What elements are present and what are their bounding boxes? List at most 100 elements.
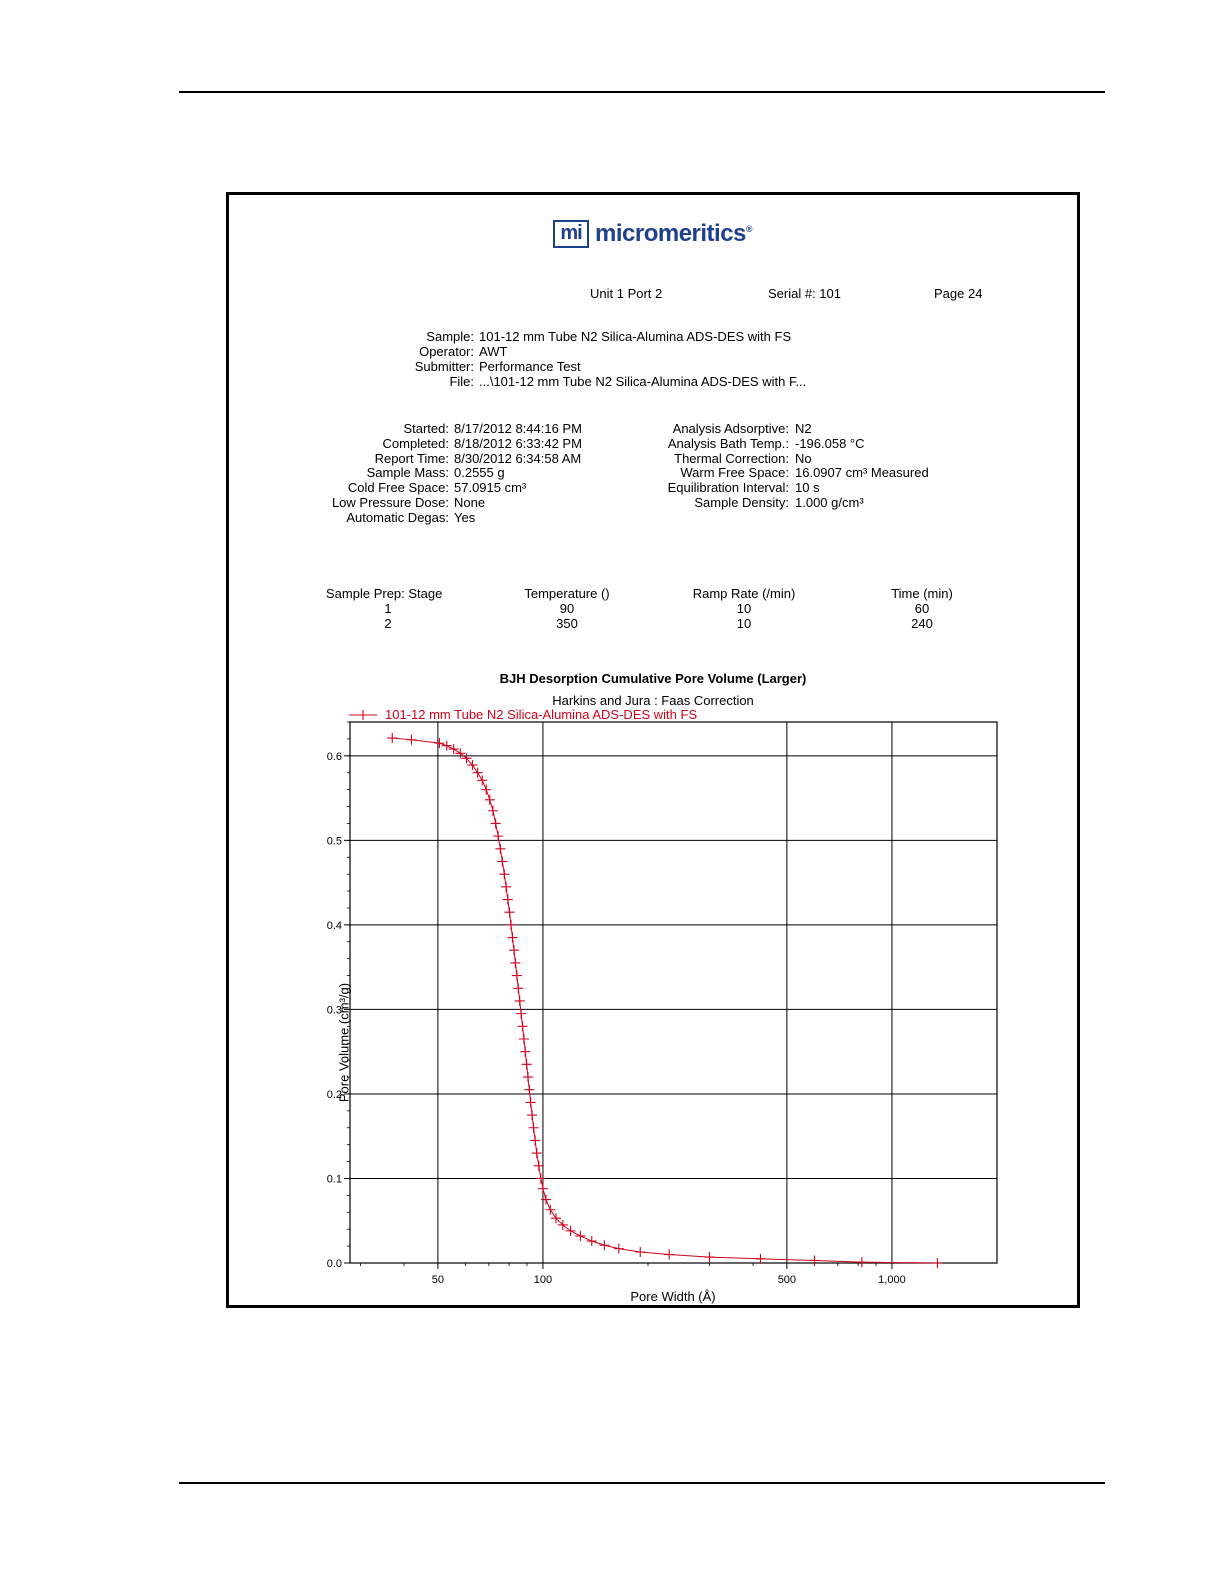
data-point-marker <box>613 1243 624 1254</box>
run-right-label: Sample Density: <box>694 495 789 510</box>
run-left-value: 0.2555 g <box>454 465 505 481</box>
logo-mark: mi <box>553 220 589 248</box>
sample-info-label: Submitter: <box>414 359 474 374</box>
micromeritics-logo: mi micromeritics® <box>553 219 753 249</box>
data-point-marker <box>387 733 398 744</box>
data-point-marker <box>504 907 515 918</box>
sample-info-label: File: <box>449 374 474 389</box>
pore-volume-chart: 0.0 0.1 0.2 0.3 0.4 0.5 0.6 50 100 500 1,000 <box>327 710 998 1286</box>
bottom-rule <box>179 1482 1105 1484</box>
data-point-marker <box>524 1084 535 1095</box>
registered-mark: ® <box>745 224 753 234</box>
y-tick-label: 0.0 <box>327 1258 342 1270</box>
x-tick-label: 500 <box>778 1274 796 1286</box>
data-point-marker <box>434 738 445 749</box>
run-left-label: Completed: <box>382 435 449 451</box>
data-point-marker <box>497 856 508 867</box>
run-right-value: -196.058 °C <box>795 435 865 451</box>
sample-info-label: Operator: <box>419 344 474 359</box>
run-left-label: Sample Mass: <box>366 465 449 481</box>
prep-cell: 240 <box>911 616 933 631</box>
data-point-marker <box>517 1021 528 1032</box>
run-right-label: Equilibration Interval: <box>667 480 789 496</box>
data-point-marker <box>507 932 518 943</box>
run-left-value: 8/30/2012 6:34:58 AM <box>454 450 582 466</box>
data-point-marker <box>540 1194 551 1205</box>
legend-series-label: 101-12 mm Tube N2 Silica-Alumina ADS-DES… <box>385 707 698 722</box>
data-point-marker <box>472 767 483 778</box>
y-axis-label: Pore Volume (cm³/g) <box>336 982 352 1103</box>
data-point-marker <box>467 760 478 771</box>
data-point-marker <box>545 1204 556 1215</box>
data-point-marker <box>856 1257 867 1268</box>
run-right-label: Analysis Bath Temp.: <box>667 435 789 451</box>
data-point-marker <box>484 794 495 805</box>
data-point-marker <box>499 869 510 880</box>
prep-cell: 350 <box>556 616 578 631</box>
sample-info-value: AWT <box>479 344 508 359</box>
run-left-value: 57.0915 cm³ <box>454 480 527 496</box>
run-right-value: 10 s <box>795 480 820 496</box>
page-number: Page 24 <box>934 286 983 301</box>
run-right-label: Warm Free Space: <box>680 465 789 481</box>
data-point-marker <box>455 748 466 759</box>
data-point-marker <box>508 945 519 956</box>
data-point-marker <box>477 775 488 786</box>
run-right-label: Analysis Adsorptive: <box>672 421 789 436</box>
y-tick-label: 0.1 <box>327 1173 342 1185</box>
run-right-value: N2 <box>795 421 812 436</box>
data-point-marker <box>510 957 521 968</box>
prep-cell: 90 <box>559 601 575 616</box>
data-point-marker <box>522 1072 533 1083</box>
prep-cell: 2 <box>384 616 392 631</box>
sample-info-value: 101-12 mm Tube N2 Silica-Alumina ADS-DES… <box>479 329 792 344</box>
logo-text: micromeritics® <box>595 220 753 248</box>
prep-cell: 10 <box>736 601 752 616</box>
data-point-marker <box>565 1225 576 1236</box>
run-left-label: Started: <box>403 421 449 436</box>
y-tick-label: 0.3 <box>327 1004 342 1016</box>
sample-info-value: Performance Test <box>479 359 581 374</box>
prep-cell: 60 <box>914 601 930 616</box>
data-point-marker <box>599 1240 610 1251</box>
plot-area <box>349 721 998 1264</box>
run-left-label: Report Time: <box>374 450 449 466</box>
data-point-marker <box>516 1008 527 1019</box>
data-point-marker <box>531 1148 542 1159</box>
data-point-marker <box>520 1046 531 1057</box>
data-point-marker <box>521 1059 532 1070</box>
run-left-label: Low Pressure Dose: <box>331 495 449 510</box>
data-point-marker <box>664 1249 675 1260</box>
data-point-marker <box>490 818 501 829</box>
y-tick-label: 0.2 <box>327 1089 342 1101</box>
serial-number: Serial #: 101 <box>768 286 841 301</box>
run-left-label: Cold Free Space: <box>347 480 449 496</box>
data-point-marker <box>513 983 524 994</box>
prep-cell: 1 <box>384 601 392 616</box>
run-right-value: 16.0907 cm³ Measured <box>795 465 929 481</box>
data-point-marker <box>481 784 492 795</box>
data-point-marker <box>528 1122 539 1133</box>
report-page: mi micromeritics® Unit 1 Port 2 Serial #… <box>226 192 1080 1308</box>
run-left-value: 8/18/2012 6:33:42 PM <box>454 435 582 451</box>
sample-info-value: ...\101-12 mm Tube N2 Silica-Alumina ADS… <box>479 374 807 389</box>
run-right-value: No <box>795 450 812 466</box>
run-right-label: Thermal Correction: <box>674 450 789 466</box>
x-tick-label: 100 <box>534 1274 552 1286</box>
data-point-marker <box>809 1255 820 1266</box>
data-point-marker <box>518 1033 529 1044</box>
data-point-marker <box>525 1097 536 1108</box>
data-point-marker <box>461 753 472 764</box>
legend-marker-icon <box>358 710 368 720</box>
data-point-marker <box>533 1160 544 1171</box>
data-point-marker <box>495 843 506 854</box>
data-point-marker <box>487 805 498 816</box>
chart-title: BJH Desorption Cumulative Pore Volume (L… <box>499 671 807 686</box>
run-left-value: Yes <box>454 509 476 525</box>
data-point-marker <box>635 1247 646 1258</box>
data-point-marker <box>514 995 525 1006</box>
unit-port: Unit 1 Port 2 <box>590 286 663 301</box>
data-point-marker <box>441 740 452 751</box>
data-point-marker <box>527 1110 538 1121</box>
data-point-marker <box>537 1183 548 1194</box>
